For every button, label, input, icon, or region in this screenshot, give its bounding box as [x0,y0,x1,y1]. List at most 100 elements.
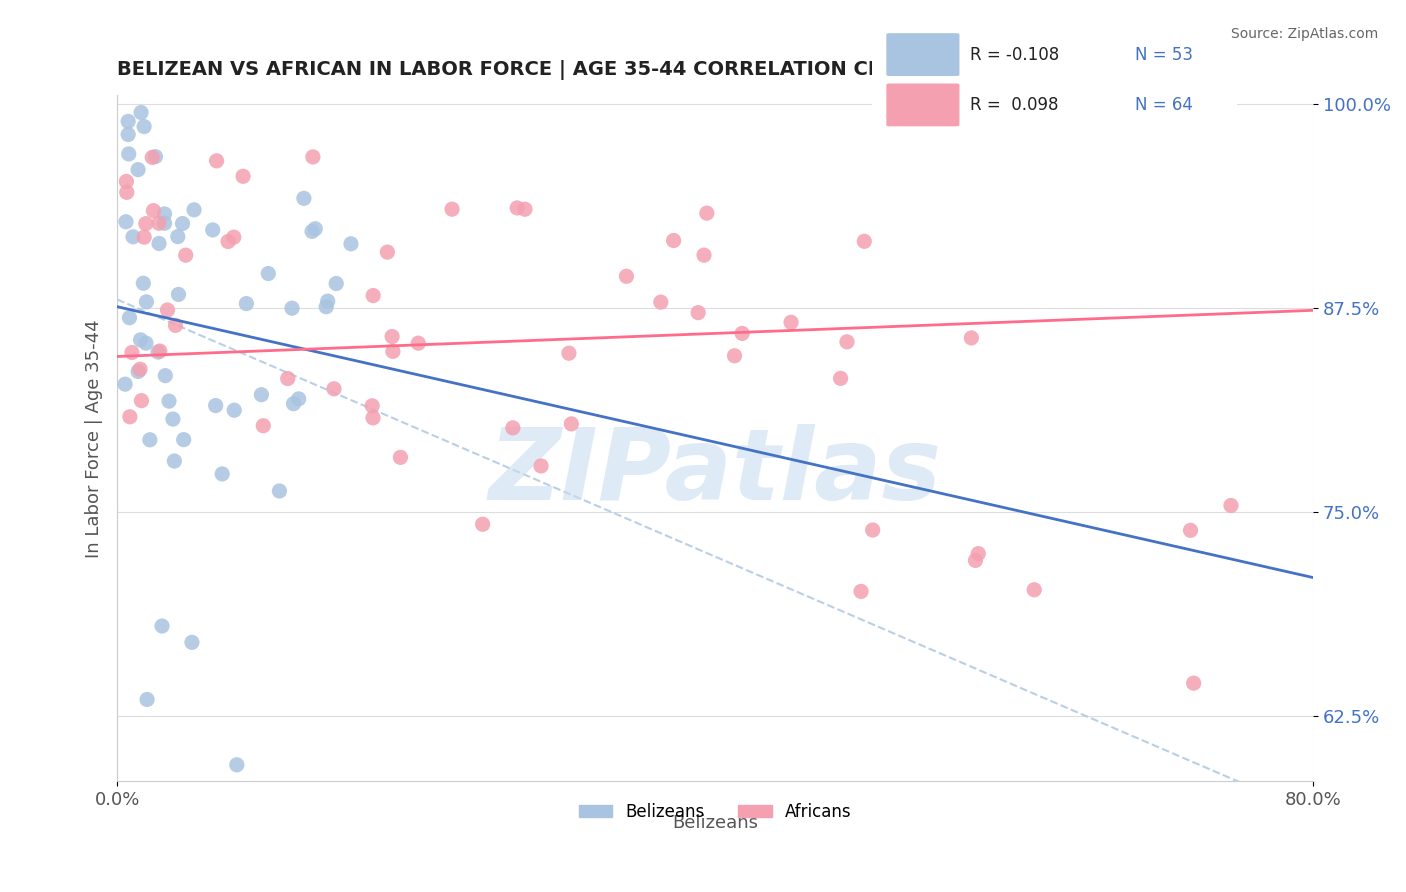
Y-axis label: In Labor Force | Age 35-44: In Labor Force | Age 35-44 [86,319,103,558]
Point [115,174,138,188]
Point [150,619,173,633]
Point [269,483,291,498]
Point [117,128,139,142]
Point [122,229,145,244]
Text: Source: ZipAtlas.com: Source: ZipAtlas.com [1230,27,1378,41]
Point [201,223,224,237]
Point [287,392,309,406]
Point [835,334,858,349]
Point [696,206,718,220]
Point [224,403,246,417]
Point [441,202,464,216]
Point [146,345,169,359]
Point [163,454,186,468]
Point [181,635,204,649]
Point [862,523,884,537]
Point [650,295,672,310]
Point [304,221,326,235]
Point [1024,582,1046,597]
Point [204,399,226,413]
Point [183,202,205,217]
Point [301,224,323,238]
Point [172,217,194,231]
Point [723,349,745,363]
Point [211,467,233,481]
Point [115,186,138,200]
Point [153,207,176,221]
Point [506,201,529,215]
Text: ZIPatlas: ZIPatlas [489,424,942,521]
Point [115,215,138,229]
Point [131,393,153,408]
Point [323,382,346,396]
Point [121,345,143,359]
Point [830,371,852,385]
Point [129,105,152,120]
Point [148,236,170,251]
Point [225,757,247,772]
Point [513,202,536,217]
Point [853,235,876,249]
Point [118,310,141,325]
Point [165,318,187,333]
Point [162,412,184,426]
Point [316,294,339,309]
Point [662,234,685,248]
Point [277,371,299,385]
Point [389,450,412,465]
Point [560,417,582,431]
Point [166,229,188,244]
FancyBboxPatch shape [886,84,959,127]
Text: BELIZEAN VS AFRICAN IN LABOR FORCE | AGE 35-44 CORRELATION CHART: BELIZEAN VS AFRICAN IN LABOR FORCE | AGE… [117,60,927,79]
Point [173,433,195,447]
Point [135,294,157,309]
Point [149,344,172,359]
Point [283,397,305,411]
Point [132,120,155,134]
Point [1220,499,1243,513]
Point [134,230,156,244]
Point [232,169,254,184]
Point [967,547,990,561]
Point [377,245,399,260]
Point [127,162,149,177]
Point [381,344,404,359]
X-axis label: Belizeans: Belizeans [672,814,758,832]
Point [250,387,273,401]
Point [408,336,430,351]
Point [148,216,170,230]
Point [960,331,983,345]
Point [118,147,141,161]
Point [114,377,136,392]
Point [780,315,803,329]
Point [118,409,141,424]
Point [222,230,245,244]
Point [141,150,163,164]
Text: N = 64: N = 64 [1135,96,1192,114]
Point [129,333,152,347]
Point [252,418,274,433]
Point [731,326,754,341]
Legend: Belizeans, Africans: Belizeans, Africans [572,797,858,828]
Point [157,394,180,409]
Point [315,300,337,314]
Point [235,296,257,310]
Point [361,288,384,302]
Point [205,153,228,168]
Point [257,267,280,281]
FancyBboxPatch shape [865,25,1244,136]
Point [139,433,162,447]
Point [361,410,384,425]
Point [217,235,239,249]
Point [127,364,149,378]
Point [965,553,987,567]
Point [361,399,384,413]
FancyBboxPatch shape [886,33,959,76]
Point [281,301,304,316]
Point [142,203,165,218]
Point [136,692,159,706]
Point [849,584,872,599]
Point [340,236,363,251]
Point [145,150,167,164]
Point [530,458,553,473]
